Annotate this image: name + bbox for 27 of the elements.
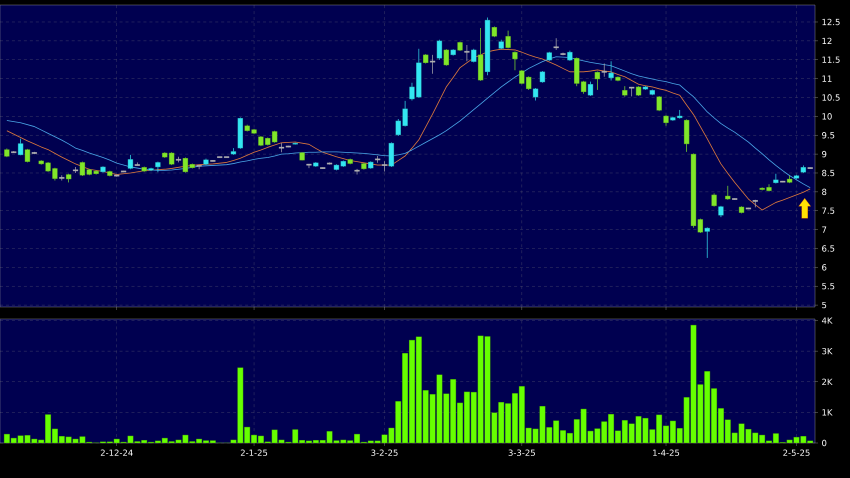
x-tick-label: 2-12-24 xyxy=(100,450,133,456)
y-tick-label: 6.5 xyxy=(822,245,834,252)
y-tick-label: 11 xyxy=(822,76,832,82)
y-tick-label: 3K xyxy=(822,348,833,354)
y-tick-label: 8 xyxy=(822,188,826,196)
y-tick-label: 11.5 xyxy=(822,56,840,63)
y-tick-label: 9.5 xyxy=(822,132,834,138)
y-tick-label: 10.5 xyxy=(822,94,840,101)
y-tick-label: 5 xyxy=(822,302,826,308)
y-tick-label: 7 xyxy=(822,226,826,233)
y-tick-label: 0 xyxy=(822,440,826,446)
y-tick-label: 1K xyxy=(822,409,833,416)
y-tick-label: 12 xyxy=(822,38,832,44)
y-tick-label: 2K xyxy=(822,378,833,385)
x-tick-label: 3-3-25 xyxy=(508,450,535,456)
y-tick-label: 7.5 xyxy=(822,208,834,214)
x-tick-label: 1-4-25 xyxy=(653,450,680,456)
y-tick-label: 6 xyxy=(822,264,826,271)
y-tick-label: 5.5 xyxy=(822,283,834,290)
y-tick-label: 12.5 xyxy=(822,18,840,26)
y-tick-label: 8.5 xyxy=(822,170,834,176)
y-tick-label: 4K xyxy=(822,317,833,324)
y-tick-label: 10 xyxy=(822,113,832,120)
x-tick-label: 3-2-25 xyxy=(371,450,398,456)
x-tick-label: 2-1-25 xyxy=(240,450,268,456)
x-tick-label: 2-5-25 xyxy=(783,450,810,456)
y-tick-label: 9 xyxy=(822,150,826,158)
